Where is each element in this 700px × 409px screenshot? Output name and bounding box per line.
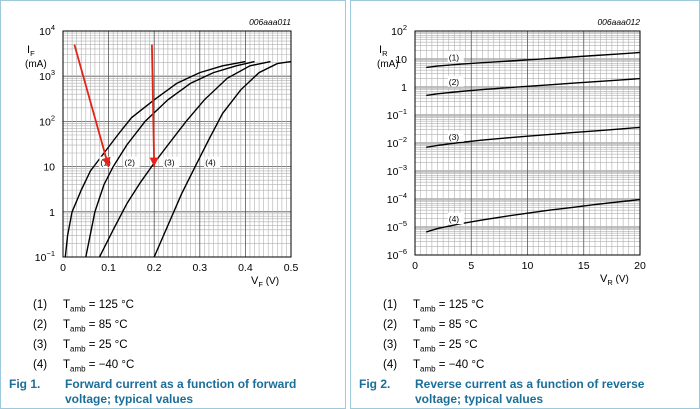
x-tick-label: 20 (634, 260, 646, 272)
y-tick-label: 102 (391, 23, 407, 38)
legend-row: (1) Tamb = 125 °C (383, 299, 484, 314)
y-tick-label: 103 (39, 68, 55, 83)
series-line (426, 126, 641, 148)
series-label: (3) (164, 158, 175, 168)
chart-code: 006aaa011 (249, 17, 291, 27)
y-tick-label: 10−5 (387, 219, 407, 234)
series-label-bg (123, 156, 140, 168)
plot-frame (414, 30, 641, 256)
series-label: (4) (205, 158, 216, 168)
series-label-bg (204, 156, 221, 168)
y-tick-label: 10−3 (387, 163, 407, 178)
figure-number: Fig 1. (9, 377, 41, 391)
y-tick-label: 10−6 (387, 247, 407, 262)
annotation-arrow (73, 44, 110, 167)
figure-caption-reverse: Fig 2. Reverse current as a function of … (359, 377, 693, 406)
series-line (98, 60, 271, 258)
legend-row: (3) Tamb = 25 °C (33, 339, 128, 354)
annotation-arrowhead (149, 157, 159, 167)
series-label-bg (447, 75, 464, 87)
y-axis-unit: (mA) (377, 59, 399, 70)
x-tick-label: 0.3 (192, 262, 207, 274)
x-tick-label: 15 (578, 260, 590, 272)
series-label: (4) (449, 214, 460, 224)
legend-row: (2) Tamb = 85 °C (383, 319, 478, 334)
y-tick-label: 10 (395, 54, 407, 66)
x-tick-label: 5 (468, 260, 474, 272)
figure-panel-forward: 10−1 1 10 102 103 104 0 0.1 0.2 0.3 0.4 0.5 IF (mA) VF… (0, 0, 346, 409)
grid (414, 31, 640, 256)
series-label: (2) (449, 77, 460, 87)
chart-code: 006aaa012 (597, 17, 640, 27)
series-line (426, 77, 641, 97)
series-label: (2) (125, 158, 136, 168)
y-tick-label: 1 (49, 207, 55, 219)
y-axis-unit: (mA) (25, 59, 47, 70)
x-tick-label: 0.2 (147, 262, 162, 274)
y-tick-label: 104 (39, 23, 55, 38)
x-tick-label: 0 (412, 260, 418, 272)
series-line (85, 60, 255, 258)
y-tick-label: 10−1 (387, 107, 407, 122)
legend-forward: (1) Tamb = 125 °C (2) Tamb = 85 °C (3) Tamb… (33, 295, 134, 375)
series-label-bg (163, 156, 180, 168)
legend-row: (4) Tamb = −40 °C (383, 359, 485, 374)
legend-row: (1) Tamb = 125 °C (33, 299, 134, 314)
y-tick-label: 1 (401, 82, 407, 94)
series-label-bg (447, 213, 464, 225)
figure-caption-forward: Fig 1. Forward current as a function of … (9, 377, 339, 406)
series-label-bg (447, 51, 464, 63)
x-tick-label: 0 (60, 262, 66, 274)
series-line (426, 51, 641, 69)
y-tick-label: 10−4 (387, 191, 407, 206)
legend-row: (2) Tamb = 85 °C (33, 319, 128, 334)
plot-frame (62, 30, 292, 258)
x-tick-label: 0.4 (238, 262, 253, 274)
x-axis-label: VF (V) (251, 275, 279, 289)
x-axis-label: VR (V) (600, 273, 629, 287)
series-line (426, 198, 641, 233)
legend-row: (3) Tamb = 25 °C (383, 339, 478, 354)
x-tick-label: 0.1 (101, 262, 116, 274)
x-tick-label: 10 (522, 260, 534, 272)
y-tick-label: 10−2 (387, 135, 407, 150)
y-tick-label: 10−1 (35, 249, 55, 264)
legend-reverse: (1) Tamb = 125 °C (2) Tamb = 85 °C (3) Tamb… (383, 295, 484, 375)
reverse-current-chart: 10−6 10−5 10−4 10−3 10−2 10−1 1 10 102 0 5 10 15 20 IR… (377, 17, 646, 287)
series-label: (1) (449, 52, 460, 62)
legend-row: (4) Tamb = −40 °C (33, 359, 135, 374)
series-label: (3) (449, 132, 460, 142)
y-axis-label: IF (27, 44, 35, 58)
x-tick-label: 0.5 (284, 262, 299, 274)
annotation-arrowhead (101, 156, 111, 167)
y-axis-label: IR (379, 44, 388, 58)
figure-number: Fig 2. (359, 377, 391, 391)
figure-panel-reverse: 10−6 10−5 10−4 10−3 10−2 10−1 1 10 102 0 5 10 15 20 IR… (350, 0, 700, 409)
caption-text: Reverse current as a function of reverse… (415, 377, 645, 406)
series-label-bg (447, 130, 464, 142)
series-line (153, 60, 292, 258)
forward-current-chart: 10−1 1 10 102 103 104 0 0.1 0.2 0.3 0.4 0.5 IF(mA) VF… (25, 17, 299, 289)
y-tick-label: 10 (43, 162, 55, 174)
y-tick-label: 102 (39, 113, 55, 128)
series-line (64, 60, 246, 258)
caption-text: Forward current as a function of forward… (65, 377, 297, 406)
annotation-arrow (151, 44, 156, 167)
